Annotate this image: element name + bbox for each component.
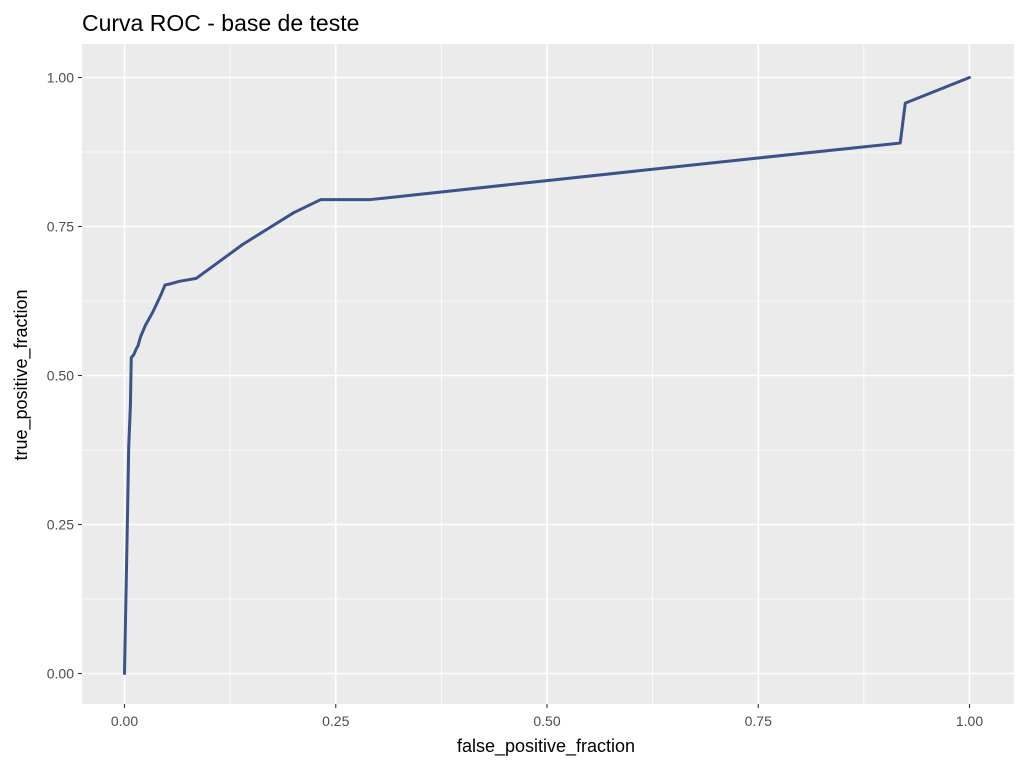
series-layer: [123, 76, 971, 675]
chart-title: Curva ROC - base de teste: [82, 10, 359, 36]
y-tick-label: 0.25: [47, 517, 74, 533]
x-axis-ticks: 0.00 0.25 0.50 0.75 1.00: [111, 704, 983, 729]
x-tick-label: 0.50: [533, 713, 560, 729]
y-tick-label: 1.00: [47, 70, 74, 86]
x-tick-label: 0.00: [111, 713, 138, 729]
y-tick-label: 0.75: [47, 219, 74, 235]
x-tick-label: 0.25: [322, 713, 349, 729]
x-tick-label: 0.75: [745, 713, 772, 729]
x-axis-title: false_positive_fraction: [457, 736, 635, 757]
x-tick-label: 1.00: [956, 713, 983, 729]
y-axis-ticks: 0.00 0.25 0.50 0.75 1.00: [47, 70, 82, 682]
plot-panel: [82, 44, 1014, 704]
y-tick-label: 0.50: [47, 368, 74, 384]
roc-curve-line: [123, 76, 971, 675]
grid-lines: [82, 44, 1014, 704]
y-axis-title: true_positive_fraction: [11, 289, 32, 460]
y-tick-label: 0.00: [47, 666, 74, 682]
